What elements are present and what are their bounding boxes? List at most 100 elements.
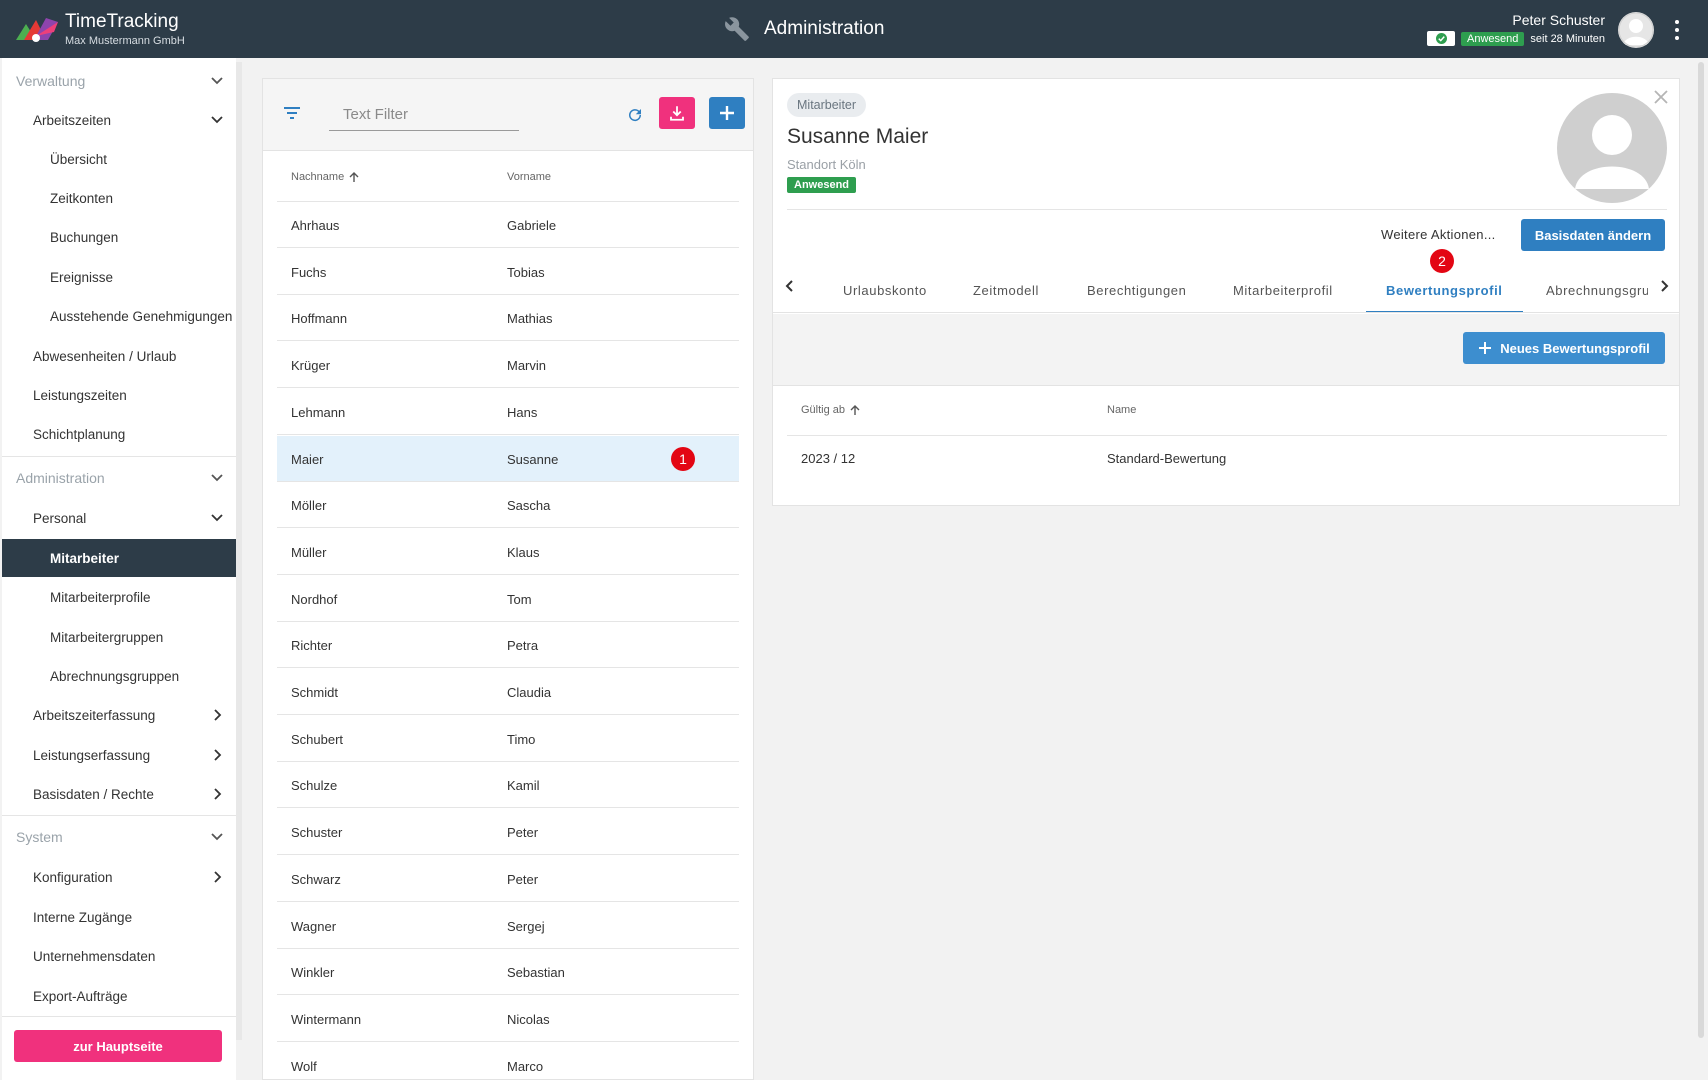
more-actions-button[interactable]: Weitere Aktionen... bbox=[1381, 227, 1496, 242]
cell-lastname: Richter bbox=[291, 638, 333, 653]
table-row[interactable]: Winkler Sebastian bbox=[277, 949, 739, 995]
divider bbox=[2, 456, 236, 457]
new-rating-profile-button[interactable]: Neues Bewertungsprofil bbox=[1463, 332, 1665, 364]
wrench-icon bbox=[725, 17, 749, 41]
sidebar-item-buchungen[interactable]: Buchungen bbox=[2, 218, 236, 256]
tab-abrechnungsgruppe[interactable]: Abrechnungsgru bbox=[1546, 283, 1648, 298]
sidebar-item-interne-zugaenge[interactable]: Interne Zugänge bbox=[2, 898, 236, 936]
tab-zeitmodell[interactable]: Zeitmodell bbox=[973, 283, 1039, 298]
divider bbox=[787, 209, 1667, 210]
user-avatar-icon[interactable] bbox=[1618, 12, 1654, 48]
table-row[interactable]: Schuster Peter bbox=[277, 809, 739, 855]
table-row[interactable]: Ahrhaus Gabriele bbox=[277, 202, 739, 248]
sidebar-item-mitarbeiter[interactable]: Mitarbeiter bbox=[2, 539, 236, 577]
cell-firstname: Nicolas bbox=[507, 1012, 550, 1027]
table-cell-valid-from[interactable]: 2023 / 12 bbox=[801, 451, 856, 466]
table-row[interactable]: Maier Susanne 1 bbox=[277, 436, 739, 482]
sidebar-item-mitarbeiterprofile[interactable]: Mitarbeiterprofile bbox=[2, 578, 236, 616]
sidebar-group-label: Verwaltung bbox=[16, 73, 86, 89]
download-button[interactable] bbox=[659, 97, 695, 129]
employee-location: Standort Köln bbox=[787, 157, 866, 172]
sidebar-scrollbar[interactable] bbox=[236, 62, 242, 1040]
table-row[interactable]: Schmidt Claudia bbox=[277, 669, 739, 715]
sidebar-item-unternehmensdaten[interactable]: Unternehmensdaten bbox=[2, 937, 236, 975]
sidebar-item-zeitkonten[interactable]: Zeitkonten bbox=[2, 179, 236, 217]
tab-toolbar: Neues Bewertungsprofil bbox=[773, 314, 1679, 386]
sidebar-item-label: Ereignisse bbox=[50, 269, 114, 285]
cell-firstname: Mathias bbox=[507, 311, 553, 326]
table-cell-name[interactable]: Standard-Bewertung bbox=[1107, 451, 1227, 466]
sidebar-item-label: Ausstehende Genehmigungen bbox=[50, 308, 233, 324]
sidebar-item-personal[interactable]: Personal bbox=[2, 499, 236, 537]
chevron-down-icon bbox=[211, 474, 223, 482]
cell-lastname: Lehmann bbox=[291, 405, 346, 420]
add-employee-button[interactable] bbox=[709, 97, 745, 129]
main-page-button[interactable]: zur Hauptseite bbox=[14, 1030, 222, 1062]
table-row[interactable]: Wolf Marco bbox=[277, 1043, 739, 1080]
filter-icon[interactable] bbox=[283, 105, 301, 121]
tab-mitarbeiterprofil[interactable]: Mitarbeiterprofil bbox=[1233, 283, 1333, 298]
cell-firstname: Sebastian bbox=[507, 965, 565, 980]
refresh-button[interactable] bbox=[619, 99, 651, 131]
sidebar-item-label: Export-Aufträge bbox=[33, 988, 128, 1004]
sidebar-item-label: Übersicht bbox=[50, 151, 108, 167]
column-header-name[interactable]: Name bbox=[1107, 404, 1136, 416]
cell-firstname: Sergej bbox=[507, 919, 545, 934]
table-row[interactable]: Wintermann Nicolas bbox=[277, 996, 739, 1042]
sidebar-item-konfiguration[interactable]: Konfiguration bbox=[2, 858, 236, 896]
table-row[interactable]: Lehmann Hans bbox=[277, 389, 739, 435]
user-name[interactable]: Peter Schuster bbox=[1512, 12, 1605, 28]
sidebar-group-system[interactable]: System bbox=[2, 818, 236, 856]
table-row[interactable]: Hoffmann Mathias bbox=[277, 295, 739, 341]
chevron-right-icon[interactable] bbox=[1657, 279, 1671, 293]
column-header-valid-from[interactable]: Gültig ab bbox=[801, 404, 860, 416]
plus-icon bbox=[720, 106, 734, 120]
sidebar-item-abwesenheiten[interactable]: Abwesenheiten / Urlaub bbox=[2, 337, 236, 375]
text-filter-input[interactable] bbox=[329, 99, 519, 131]
sidebar-item-label: Basisdaten / Rechte bbox=[33, 786, 154, 802]
app-logo-icon[interactable] bbox=[14, 14, 58, 46]
sidebar-item-label: Interne Zugänge bbox=[33, 909, 133, 925]
sidebar-item-schichtplanung[interactable]: Schichtplanung bbox=[2, 415, 236, 453]
table-row[interactable]: Wagner Sergej bbox=[277, 903, 739, 949]
sidebar-item-leistungserfassung[interactable]: Leistungserfassung bbox=[2, 736, 236, 774]
cell-firstname: Marco bbox=[507, 1059, 544, 1074]
tab-urlaubskonto[interactable]: Urlaubskonto bbox=[843, 283, 927, 298]
sidebar-item-label: Konfiguration bbox=[33, 869, 113, 885]
kebab-menu-icon[interactable] bbox=[1674, 20, 1680, 40]
table-row[interactable]: Schulze Kamil bbox=[277, 762, 739, 808]
cell-firstname: Klaus bbox=[507, 545, 540, 560]
check-icon bbox=[1427, 31, 1456, 46]
sidebar-item-uebersicht[interactable]: Übersicht bbox=[2, 140, 236, 178]
table-row[interactable]: Schubert Timo bbox=[277, 716, 739, 762]
column-header-lastname[interactable]: Nachname bbox=[291, 171, 359, 183]
sidebar-item-leistungszeiten[interactable]: Leistungszeiten bbox=[2, 376, 236, 414]
tab-berechtigungen[interactable]: Berechtigungen bbox=[1087, 283, 1187, 298]
table-row[interactable]: Schwarz Peter bbox=[277, 856, 739, 902]
sidebar-group-administration[interactable]: Administration bbox=[2, 459, 236, 497]
sidebar-item-ereignisse[interactable]: Ereignisse bbox=[2, 258, 236, 296]
sidebar-item-abrechnungsgruppen[interactable]: Abrechnungsgruppen bbox=[2, 657, 236, 695]
table-row[interactable]: Nordhof Tom bbox=[277, 576, 739, 622]
table-row[interactable]: Fuchs Tobias bbox=[277, 249, 739, 295]
close-icon[interactable] bbox=[1653, 89, 1669, 105]
table-row[interactable]: Richter Petra bbox=[277, 622, 739, 668]
tab-bewertungsprofil[interactable]: Bewertungsprofil bbox=[1366, 259, 1523, 312]
button-label: Neues Bewertungsprofil bbox=[1500, 340, 1650, 356]
cell-firstname: Kamil bbox=[507, 778, 540, 793]
sidebar-item-arbeitszeiten[interactable]: Arbeitszeiten bbox=[2, 101, 236, 139]
sidebar-item-arbeitszeiterfassung[interactable]: Arbeitszeiterfassung bbox=[2, 696, 236, 734]
sidebar-item-mitarbeitergruppen[interactable]: Mitarbeitergruppen bbox=[2, 618, 236, 656]
sidebar-item-export-auftraege[interactable]: Export-Aufträge bbox=[2, 977, 236, 1015]
table-row[interactable]: Müller Klaus bbox=[277, 529, 739, 575]
table-row[interactable]: Krüger Marvin bbox=[277, 342, 739, 388]
sidebar-group-verwaltung[interactable]: Verwaltung bbox=[2, 62, 236, 100]
sidebar-item-basisdaten-rechte[interactable]: Basisdaten / Rechte bbox=[2, 775, 236, 813]
page-scrollbar[interactable] bbox=[1698, 62, 1704, 1038]
edit-basic-data-button[interactable]: Basisdaten ändern bbox=[1521, 219, 1665, 251]
column-header-firstname[interactable]: Vorname bbox=[507, 171, 551, 183]
sidebar-item-ausstehende-genehmigungen[interactable]: Ausstehende Genehmigungen bbox=[2, 297, 236, 335]
chevron-left-icon[interactable] bbox=[783, 279, 797, 293]
cell-firstname: Susanne bbox=[507, 452, 559, 467]
table-row[interactable]: Möller Sascha bbox=[277, 482, 739, 528]
